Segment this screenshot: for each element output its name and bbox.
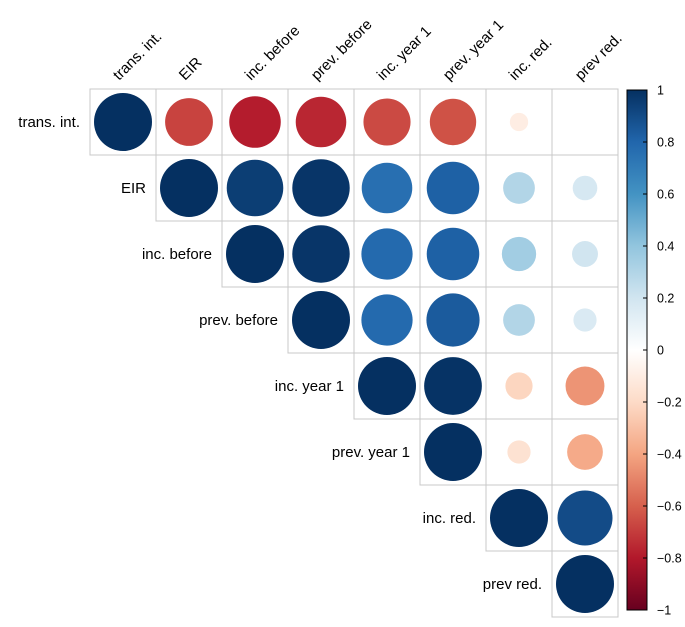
corr-circle-1-5 xyxy=(426,161,480,215)
corr-circle-3-4 xyxy=(361,294,413,346)
cell-0-7 xyxy=(551,88,619,156)
colorbar-tick-label: −1 xyxy=(657,604,671,618)
col-label-0: trans. int. xyxy=(110,28,166,84)
corr-circle-7-7 xyxy=(556,555,614,613)
corr-circle-0-6 xyxy=(509,112,529,132)
row-label-3: prev. before xyxy=(199,312,278,329)
corr-circle-2-5 xyxy=(426,227,480,281)
corr-circle-1-7 xyxy=(572,175,598,201)
row-label-5: prev. year 1 xyxy=(332,444,410,461)
column-labels: trans. int. EIR inc. before prev. beforeinc… xyxy=(110,16,626,84)
corr-circle-5-5 xyxy=(424,423,482,481)
row-label-7: prev red. xyxy=(483,576,542,593)
col-label-5: prev. year 1 xyxy=(440,17,507,84)
colorbar-ticks: 1 0.8 0.6 0.4 0.2 0 −0.2 −0.4 −0.6 −0.8 −1 xyxy=(643,84,682,618)
corr-circle-5-7 xyxy=(567,434,603,470)
corr-circle-4-7 xyxy=(565,366,605,406)
colorbar-tick-label: 0.8 xyxy=(657,136,674,150)
row-label-6: inc. red. xyxy=(423,510,476,527)
col-label-6: inc. red. xyxy=(506,34,556,84)
color-legend: 1 0.8 0.6 0.4 0.2 0 −0.2 −0.4 −0.6 −0.8 −1 xyxy=(626,84,682,618)
col-label-7: prev red. xyxy=(572,30,626,84)
row-label-2: inc. before xyxy=(142,246,212,263)
corr-circle-5-6 xyxy=(507,440,531,464)
row-label-4: inc. year 1 xyxy=(275,378,344,395)
corr-circle-0-7 xyxy=(584,121,586,123)
corr-circle-3-5 xyxy=(426,293,480,347)
colorbar-tick-label: 0.2 xyxy=(657,292,674,306)
col-label-3: prev. before xyxy=(308,16,376,84)
col-label-2: inc. before xyxy=(242,22,304,84)
corr-circle-3-7 xyxy=(573,308,597,332)
corr-circle-6-6 xyxy=(490,489,548,547)
row-label-1: EIR xyxy=(121,180,146,197)
row-labels: trans. int. EIR inc. before prev. before inc… xyxy=(18,114,542,593)
corr-circle-6-7 xyxy=(557,490,613,546)
corr-circle-1-4 xyxy=(361,162,413,214)
colorbar-tick-label: 1 xyxy=(657,84,664,98)
corr-circle-0-5 xyxy=(429,98,477,146)
corr-circle-2-2 xyxy=(226,225,284,283)
corr-circle-3-3 xyxy=(292,291,350,349)
corr-circle-4-4 xyxy=(358,357,416,415)
cell-1-7 xyxy=(551,154,619,222)
colorbar-tick-label: 0.6 xyxy=(657,188,674,202)
corr-circle-2-3 xyxy=(292,225,350,283)
corr-circle-0-0 xyxy=(94,93,152,151)
corr-circle-0-4 xyxy=(363,98,411,146)
corr-circle-3-6 xyxy=(503,304,535,336)
corr-circle-1-1 xyxy=(160,159,218,217)
colorbar-tick-label: 0.4 xyxy=(657,240,674,254)
corr-circle-0-1 xyxy=(165,98,213,146)
corr-circle-0-2 xyxy=(229,96,281,148)
colorbar-tick-label: 0 xyxy=(657,344,664,358)
corr-circle-1-6 xyxy=(503,172,535,204)
colorbar-tick-label: −0.8 xyxy=(657,552,682,566)
colorbar-tick-label: −0.2 xyxy=(657,396,682,410)
corr-circle-1-2 xyxy=(226,159,284,217)
corr-circle-2-7 xyxy=(572,241,598,267)
corr-circle-2-6 xyxy=(501,236,537,272)
col-label-4: inc. year 1 xyxy=(374,23,435,84)
cell-grid xyxy=(89,88,619,618)
row-label-0: trans. int. xyxy=(18,114,80,131)
cell-1-6 xyxy=(485,154,553,222)
corr-circle-2-4 xyxy=(361,228,413,280)
colorbar-tick-label: −0.4 xyxy=(657,448,682,462)
corr-circle-0-3 xyxy=(295,96,347,148)
col-label-1: EIR xyxy=(176,54,206,84)
corr-circle-4-6 xyxy=(505,372,533,400)
corr-circle-4-5 xyxy=(424,357,482,415)
colorbar-tick-label: −0.6 xyxy=(657,500,682,514)
corr-circle-1-3 xyxy=(292,159,350,217)
